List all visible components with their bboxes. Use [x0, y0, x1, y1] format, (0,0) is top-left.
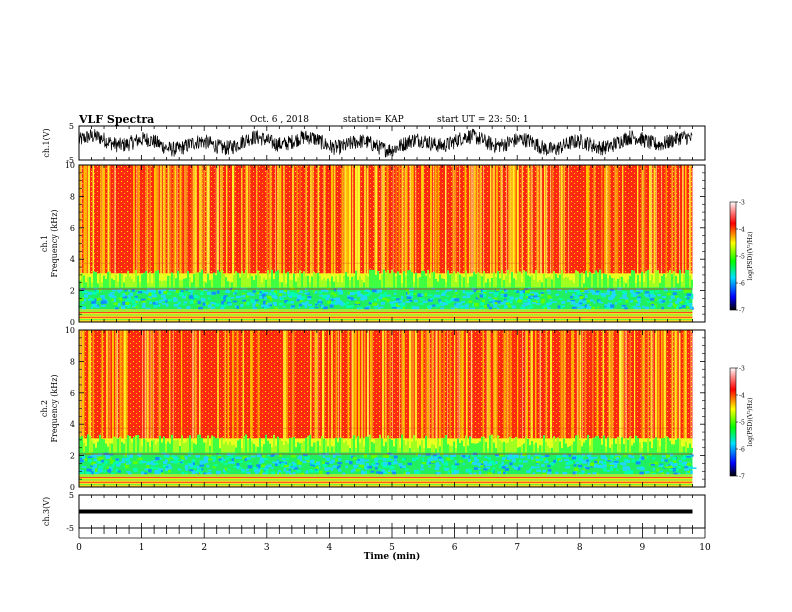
ch2-spectrogram-panel: 0 2 4 6 8 10 ch.2 Frequency (kHz) — [40, 326, 706, 492]
station-label: station= KAP — [343, 115, 404, 125]
ch1-colorbar-tick: -4 — [739, 227, 745, 234]
ch3-ytick-label: -5 — [66, 524, 74, 533]
ch2-colorbar-tick: -6 — [739, 447, 745, 454]
spec1-ytick-label: 6 — [70, 224, 75, 233]
ch1-waveform-line — [78, 128, 693, 158]
spec2-band-low — [79, 452, 697, 477]
ch3-waveform-line — [79, 509, 693, 514]
time-tick-label: 9 — [640, 543, 646, 553]
ch1-colorbar-gradient — [729, 201, 737, 311]
ch1-spectrogram-panel: 0 2 4 6 8 10 ch.1 Frequency (kHz) — [40, 161, 706, 327]
ch1-colorbar-tick: -3 — [739, 200, 745, 207]
ch2-colorbar-tick: -3 — [739, 366, 745, 373]
ch2-colorbar-label: log(PSD)(V²/Hz) — [747, 398, 754, 447]
spec1-ytick-label: 8 — [70, 192, 75, 201]
time-axis: 0 1 2 3 4 5 6 7 8 9 10 Time (min) — [76, 528, 711, 562]
ch1-waveform-panel: 5 -5 ch.1(V) — [42, 122, 706, 165]
spec2-ylabel-frequency: Frequency (kHz) — [50, 374, 59, 442]
time-axis-label: Time (min) — [364, 551, 421, 562]
spec1-ytick-label: 2 — [70, 287, 75, 296]
spec2-ytick-label: 2 — [70, 452, 75, 461]
time-tick-label: 6 — [452, 543, 458, 553]
spec2-band-transition — [79, 434, 693, 453]
spec1-ytick-label: 10 — [65, 161, 75, 170]
time-tick-label: 2 — [201, 543, 207, 553]
spec2-ytick-label: 8 — [70, 357, 75, 366]
ch3-ylabel: ch.3(V) — [42, 497, 51, 526]
spec2-ytick-label: 10 — [65, 326, 75, 335]
ch1-ytick-label: 5 — [69, 122, 74, 131]
figure-title: VLF Spectra — [79, 113, 155, 126]
ch1-colorbar-tick: -6 — [739, 281, 745, 288]
ch2-colorbar-tick: -5 — [739, 420, 745, 427]
spec2-ylabel-channel: ch.2 — [40, 400, 49, 417]
date-label: Oct. 6 , 2018 — [250, 115, 309, 125]
colorbar-ch2: -3 -4 -5 -6 -7 log(PSD)(V²/Hz) — [729, 366, 754, 481]
time-tick-label: 8 — [577, 543, 583, 553]
spec2-ytick-label: 0 — [70, 483, 75, 492]
ch3-ytick-label: 5 — [69, 491, 74, 500]
spec1-ytick-label: 4 — [70, 255, 75, 264]
time-tick-label: 1 — [139, 543, 145, 553]
ch2-colorbar-tick: -4 — [739, 393, 745, 400]
ch1-colorbar-tick: -7 — [739, 308, 745, 315]
time-tick-label: 4 — [327, 543, 333, 553]
ch1-ytick-label: -5 — [66, 156, 74, 165]
ch2-colorbar-tick: -7 — [739, 474, 745, 481]
spec2-ytick-label: 6 — [70, 389, 75, 398]
ch3-waveform-panel: 5 -5 ch.3(V) — [42, 491, 706, 533]
start-time-label: start UT = 23: 50: 1 — [437, 115, 529, 125]
time-tick-label: 5 — [389, 543, 395, 553]
time-tick-label: 7 — [514, 543, 520, 553]
ch1-colorbar-label: log(PSD)(V²/Hz) — [747, 232, 754, 281]
spec1-band-transition — [79, 269, 693, 288]
time-tick-label: 3 — [264, 543, 270, 553]
spec1-ytick-label: 0 — [70, 318, 75, 327]
spec2-ytick-label: 4 — [70, 420, 75, 429]
ch2-colorbar-gradient — [729, 367, 737, 477]
spec2-stripes — [79, 330, 692, 487]
ch1-colorbar-tick: -5 — [739, 254, 745, 261]
time-tick-label: 0 — [76, 543, 82, 553]
spec1-stripes — [79, 165, 692, 322]
ch1-ylabel: ch.1(V) — [42, 128, 51, 157]
colorbar-ch1: -3 -4 -5 -6 -7 log(PSD)(V²/Hz) — [729, 200, 754, 315]
spec1-ylabel-channel: ch.1 — [40, 235, 49, 252]
spec1-ylabel-frequency: Frequency (kHz) — [50, 209, 59, 277]
time-tick-label: 10 — [699, 543, 711, 553]
spec1-band-low — [79, 287, 694, 312]
